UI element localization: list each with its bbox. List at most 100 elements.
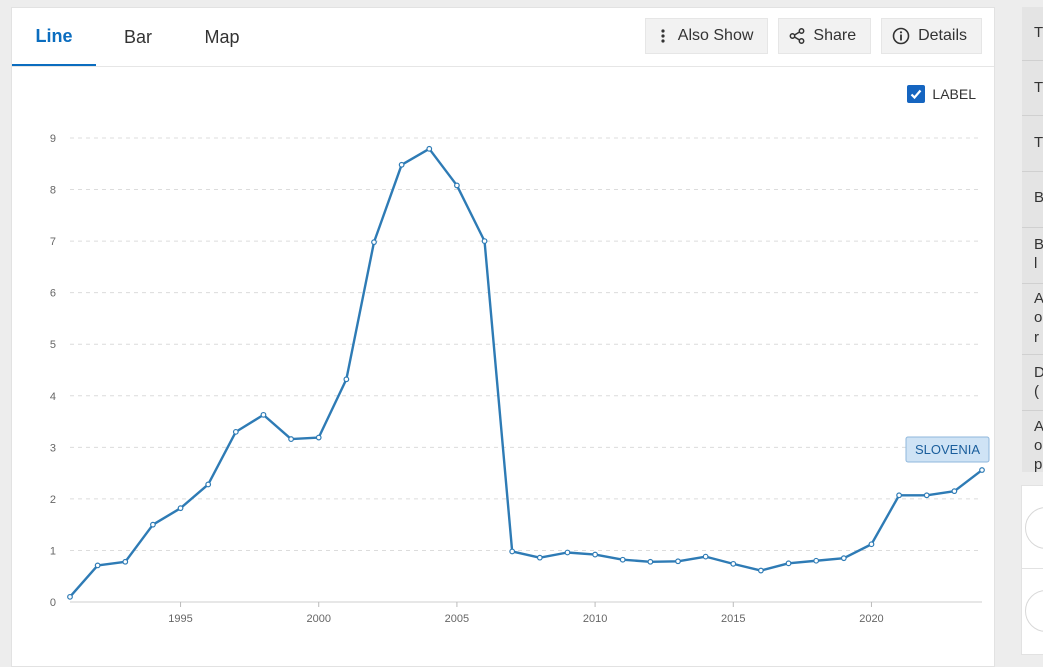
x-tick-label: 2010 [583, 613, 607, 625]
data-point [398, 161, 405, 168]
x-tick-label: 2020 [859, 613, 883, 625]
data-point [868, 541, 875, 548]
data-point [951, 488, 958, 495]
data-point [923, 492, 930, 499]
sidebar-divider [1022, 283, 1043, 284]
line-chart: 0 1 2 3 4 5 6 7 8 9 1995 2000 2005 2010 2015 2020 SLOVEN… [50, 133, 990, 625]
tab-line[interactable]: Line [12, 8, 96, 66]
y-tick-label: 5 [50, 339, 56, 351]
share-button[interactable]: Share [778, 18, 872, 54]
x-tick-label: 2000 [306, 613, 330, 625]
y-tick-label: 9 [50, 133, 56, 145]
chart-type-tabs: Line Bar Map [12, 8, 264, 66]
sidebar-letter: ( [1034, 383, 1039, 400]
sidebar-letter[interactable]: B [1034, 189, 1043, 206]
share-icon [789, 28, 805, 44]
series-line-slovenia [69, 147, 983, 598]
data-point [454, 182, 460, 189]
data-point [647, 558, 654, 565]
sidebar-letter[interactable]: D [1034, 364, 1043, 381]
sidebar-letter[interactable]: A [1034, 290, 1043, 307]
details-button[interactable]: Details [881, 18, 982, 54]
sidebar-divider [1022, 115, 1043, 116]
sidebar-divider [1022, 354, 1043, 355]
sidebar-letter[interactable]: T [1034, 134, 1043, 151]
data-point [813, 557, 820, 564]
also-show-label: Also Show [677, 27, 754, 44]
data-point [840, 555, 847, 562]
y-tick-label: 2 [50, 494, 56, 506]
data-point [150, 521, 156, 528]
data-point [371, 239, 377, 246]
y-tick-label: 7 [50, 236, 56, 248]
sidebar-letter[interactable]: A [1034, 418, 1043, 435]
data-point [205, 481, 212, 488]
indicator-list-sidebar: T T T B B l A o r D ( A o p [1022, 7, 1043, 472]
data-point [730, 560, 737, 567]
data-point [592, 551, 598, 558]
data-point [702, 553, 709, 560]
data-point [481, 238, 488, 245]
thumbnail-circle[interactable] [1025, 507, 1043, 549]
sidebar-divider [1022, 410, 1043, 411]
thumbnail-circle[interactable] [1025, 590, 1043, 632]
tab-map[interactable]: Map [204, 26, 240, 47]
data-point [122, 558, 129, 565]
sidebar-letter: l [1034, 255, 1038, 272]
y-tick-label: 1 [50, 545, 56, 557]
sidebar-letter: r [1034, 329, 1039, 346]
y-tick-label: 6 [50, 288, 56, 300]
y-tick-label: 8 [50, 185, 56, 197]
x-tick-label: 2005 [445, 613, 469, 625]
details-label: Details [918, 27, 967, 44]
label-toggle-text: LABEL [932, 86, 976, 102]
data-point [758, 567, 764, 574]
data-point [536, 554, 543, 561]
label-toggle[interactable]: LABEL [907, 85, 976, 103]
x-tick-label: 1995 [168, 613, 192, 625]
related-panel [1021, 485, 1043, 655]
sidebar-letter: p [1034, 456, 1043, 472]
data-point [260, 411, 267, 418]
sidebar-letter[interactable]: B [1034, 236, 1043, 253]
sidebar-letter[interactable]: T [1034, 79, 1043, 96]
y-tick-label: 0 [50, 597, 56, 609]
chart-actions: Also Show Share Details [644, 18, 982, 54]
sidebar-letter[interactable]: T [1034, 24, 1043, 41]
data-point [288, 436, 294, 442]
also-show-button[interactable]: Also Show [644, 18, 769, 54]
info-icon [892, 27, 910, 45]
y-tick-label: 4 [50, 391, 56, 403]
sidebar-letter: o [1034, 309, 1043, 326]
series-tag-label: SLOVENIA [915, 442, 980, 457]
sidebar-divider [1022, 227, 1043, 228]
data-point [979, 467, 985, 473]
data-point [896, 492, 902, 499]
sidebar-divider [1022, 171, 1043, 172]
data-point [67, 593, 73, 600]
data-point [675, 558, 681, 565]
data-point [94, 562, 101, 569]
data-point [509, 548, 516, 555]
data-point [619, 556, 626, 563]
data-point [315, 434, 322, 441]
data-point [343, 376, 350, 383]
label-checkbox[interactable] [907, 85, 926, 103]
more-vertical-icon [656, 28, 670, 44]
chart-panel: Line Bar Map Also Show Share Details [11, 7, 995, 667]
related-divider [1022, 568, 1043, 569]
checkmark-icon [911, 89, 922, 100]
sidebar-letter: o [1034, 437, 1043, 454]
sidebar-divider [1022, 60, 1043, 61]
series-tag-box [905, 436, 990, 463]
data-point [564, 549, 571, 556]
x-tick-label: 2015 [721, 613, 745, 625]
data-point [426, 145, 433, 152]
share-label: Share [813, 27, 857, 44]
y-tick-label: 3 [50, 442, 56, 454]
tab-bar[interactable]: Bar [123, 26, 152, 47]
data-point [232, 428, 239, 435]
data-point [785, 560, 792, 567]
header-divider [12, 66, 994, 67]
data-point [177, 505, 184, 512]
